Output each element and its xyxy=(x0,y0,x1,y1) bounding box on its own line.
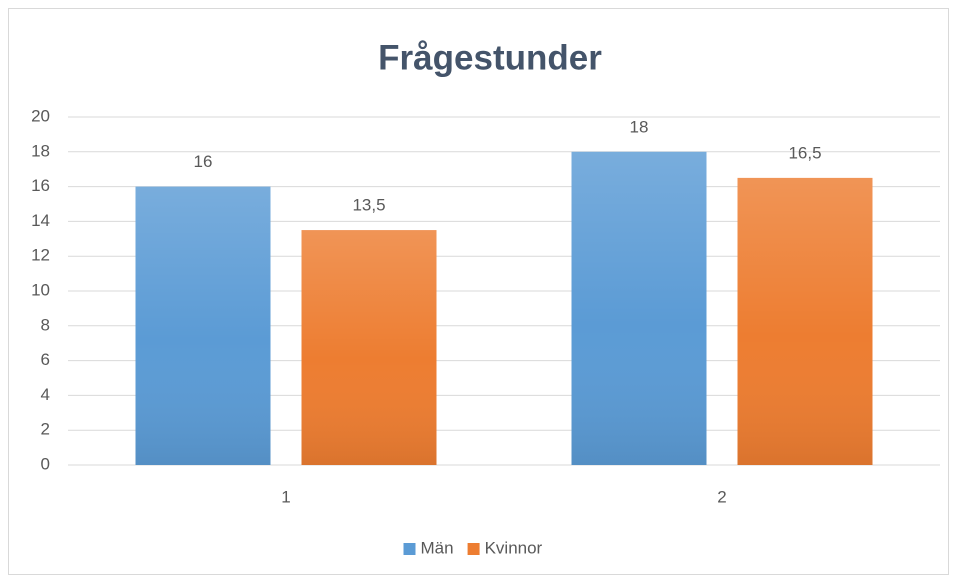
y-tick-label: 0 xyxy=(41,454,50,473)
y-tick-label: 6 xyxy=(41,350,50,369)
y-tick-label: 10 xyxy=(31,280,50,299)
y-tick-label: 4 xyxy=(41,385,50,404)
data-label: 16 xyxy=(194,152,213,171)
chart-title: Frågestunder xyxy=(378,38,602,77)
data-label: 16,5 xyxy=(788,143,821,162)
bar-shading xyxy=(737,177,873,465)
bar-shading xyxy=(571,151,707,466)
legend-label: Män xyxy=(421,538,454,557)
bar-shading xyxy=(135,186,271,465)
legend-swatch xyxy=(467,543,480,555)
y-tick-label: 16 xyxy=(31,176,50,195)
y-tick-label: 14 xyxy=(31,211,50,230)
y-tick-label: 8 xyxy=(41,315,50,334)
legend-label: Kvinnor xyxy=(485,538,543,557)
data-label: 18 xyxy=(630,117,649,136)
y-tick-label: 2 xyxy=(41,420,50,439)
x-tick-label: 2 xyxy=(717,487,726,506)
x-tick-label: 1 xyxy=(281,487,290,506)
y-tick-label: 12 xyxy=(31,246,50,265)
y-tick-label: 20 xyxy=(31,106,50,125)
bar-shading xyxy=(301,230,437,465)
data-label: 13,5 xyxy=(352,196,385,215)
legend-swatch xyxy=(403,543,416,555)
y-tick-label: 18 xyxy=(31,141,50,160)
